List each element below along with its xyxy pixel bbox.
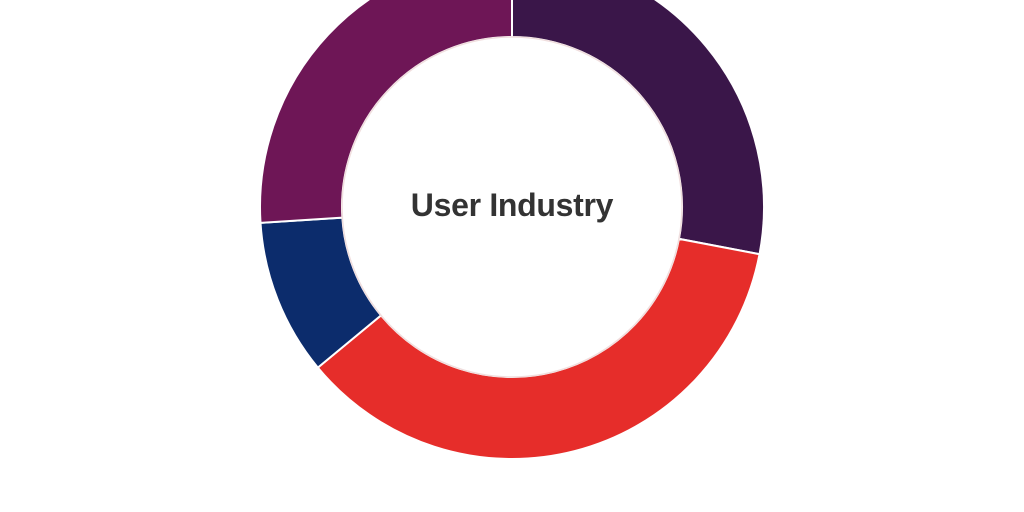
donut-hole <box>341 36 683 378</box>
donut-slices <box>259 0 765 460</box>
chart-title: User Industry <box>410 187 614 223</box>
